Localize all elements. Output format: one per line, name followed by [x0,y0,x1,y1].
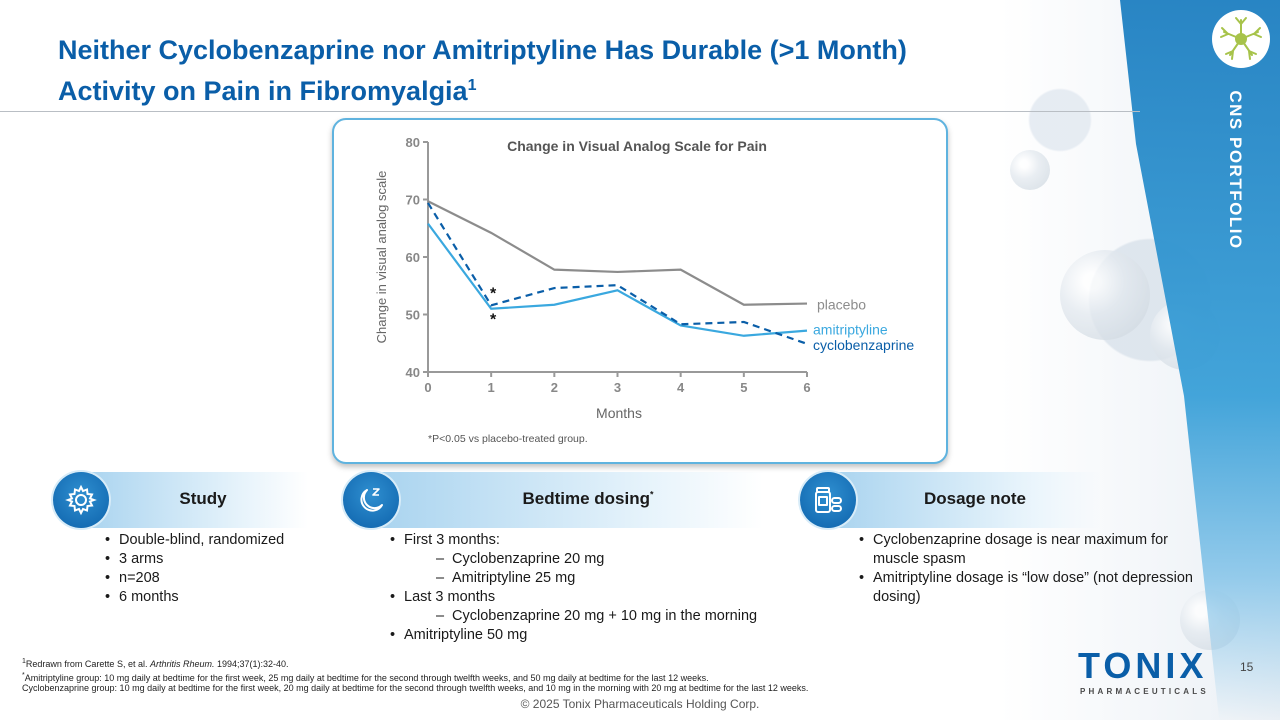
study-card: Study [53,472,308,528]
neuron-icon [1212,10,1270,68]
logo-subtitle: PHARMACEUTICALS [1080,687,1209,696]
footnote-text: Redrawn from Carette S, et al. [25,659,150,669]
series-line-amitriptyline [427,222,808,337]
series-label-cyclobenzaprine: cyclobenzaprine [813,337,914,353]
series-line-placebo [427,200,808,306]
card-title: Study [179,489,227,508]
chart-footnote: *P<0.05 vs placebo-treated group. [428,433,588,445]
sub-bullet-item: Amitriptyline 25 mg [388,569,808,588]
bullet-item: n=208 [103,569,318,588]
x-tick-label: 1 [488,380,495,395]
tonix-logo: TONIX PHARMACEUTICALS [1078,647,1208,697]
moon-sleep-icon [343,472,399,528]
series-line-cyclobenzaprine [427,202,808,345]
section-label: CNS PORTFOLIO [1226,90,1245,250]
y-tick-label: 80 [406,135,420,150]
x-tick-label: 4 [677,380,685,395]
bullet-item: 6 months [103,588,318,607]
significance-marker: * [490,285,497,302]
card-title: Dosage note [923,489,1027,508]
study-bullets: Double-blind, randomized3 armsn=2086 mon… [103,531,318,607]
significance-marker: * [490,311,497,328]
gear-icon [53,472,109,528]
card-title: Bedtime dosing* [413,489,763,509]
amitriptyline-footnote: *Amitriptyline group: 10 mg daily at bed… [22,669,709,685]
series-label-amitriptyline: amitriptyline [813,322,888,338]
bullet-item: Cyclobenzaprine dosage is near maximum f… [857,531,1207,569]
sub-bullet-item: Cyclobenzaprine 20 mg [388,550,808,569]
y-tick-label: 40 [406,365,420,380]
chart-panel: Change in Visual Analog Scale for Pain C… [332,118,948,464]
footnote-marker: 1 [22,658,26,665]
reference-footnote: 1Redrawn from Carette S, et al. Arthriti… [22,655,289,671]
slide-title: Neither Cyclobenzaprine nor Amitriptylin… [58,32,1138,109]
card-header-bar [81,472,308,528]
molecule-bubble [1010,150,1050,190]
bullet-item: First 3 months: [388,531,808,550]
dosage-note-card: Dosage note [800,472,1100,528]
card-title-text: Bedtime dosing [522,489,650,508]
title-line-2: Activity on Pain in Fibromyalgia [58,76,468,106]
page-number: 15 [1240,660,1254,674]
footnote-marker: * [22,672,25,679]
y-tick-label: 60 [406,250,420,265]
journal-name: Arthritis Rheum. [149,659,215,669]
card-header-bar [828,472,1100,528]
molecule-bubble [1060,250,1150,340]
footnote-text: Amitriptyline group: 10 mg daily at bedt… [24,673,709,683]
copyright-text: © 2025 Tonix Pharmaceuticals Holding Cor… [520,697,760,711]
y-tick-label: 70 [406,193,420,208]
x-tick-label: 0 [424,380,431,395]
x-axis-label: Months [596,405,642,421]
bullet-item: 3 arms [103,550,318,569]
dosage-note-bullets: Cyclobenzaprine dosage is near maximum f… [857,531,1207,607]
pill-bottle-icon [800,472,856,528]
bedtime-dosing-bullets: First 3 months:Cyclobenzaprine 20 mgAmit… [388,531,808,645]
card-header-bar [371,472,763,528]
sub-bullet-item: Cyclobenzaprine 20 mg + 10 mg in the mor… [388,607,808,626]
cyclobenzaprine-footnote: Cyclobenzaprine group: 10 mg daily at be… [22,683,809,693]
bullet-item: Amitriptyline 50 mg [388,626,808,645]
card-title-superscript: * [650,489,654,500]
bullet-item: Amitriptyline dosage is “low dose” (not … [857,569,1207,607]
chart-title: Change in Visual Analog Scale for Pain [507,138,767,154]
y-tick-label: 50 [406,308,420,323]
x-tick-label: 5 [740,380,747,395]
title-line-1: Neither Cyclobenzaprine nor Amitriptylin… [58,35,907,65]
footnote-text: 1994;37(1):32-40. [214,659,289,669]
x-tick-label: 3 [614,380,621,395]
x-tick-label: 6 [803,380,810,395]
bedtime-dosing-card: Bedtime dosing* [343,472,763,528]
title-divider [0,111,1140,112]
series-label-placebo: placebo [817,297,866,313]
bullet-item: Double-blind, randomized [103,531,318,550]
title-superscript: 1 [467,77,477,94]
x-tick-label: 2 [551,380,558,395]
vas-pain-chart: Change in Visual Analog Scale for Pain C… [374,135,914,445]
bullet-item: Last 3 months [388,588,808,607]
logo-wordmark: TONIX [1078,645,1208,686]
y-axis-label: Change in visual analog scale [374,171,389,344]
